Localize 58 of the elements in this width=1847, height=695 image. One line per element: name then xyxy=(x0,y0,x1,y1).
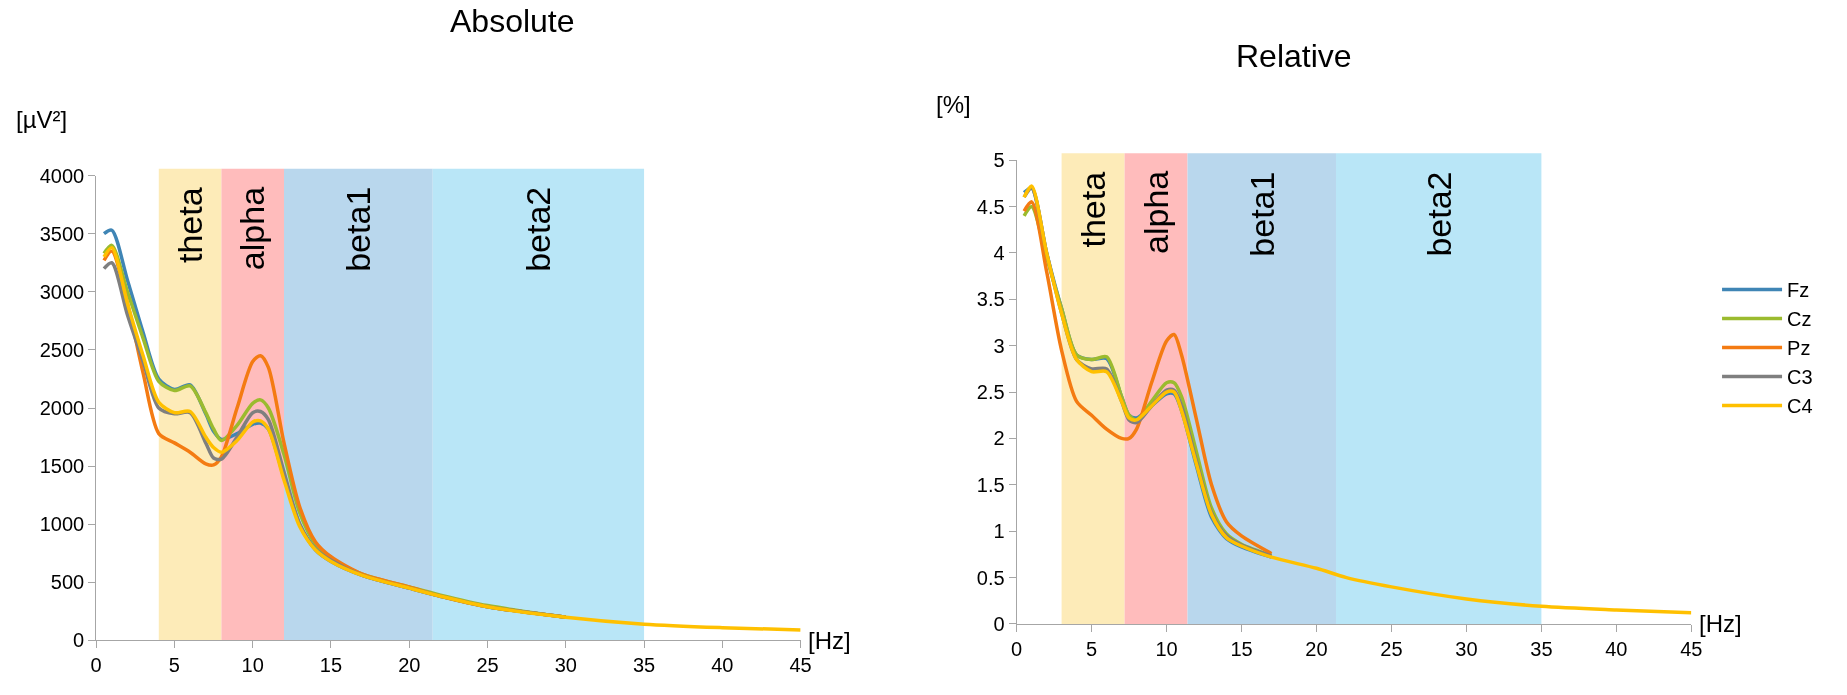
y-tick-label: 3.5 xyxy=(976,288,1005,311)
y-tick-label: 4000 xyxy=(39,164,85,187)
x-axis-title: [Hz] xyxy=(808,627,851,654)
band-label: beta1 xyxy=(338,186,377,272)
y-tick-label: 1 xyxy=(993,520,1005,543)
band-label: theta xyxy=(1073,171,1112,248)
x-tick-label: 10 xyxy=(241,654,264,677)
y-tick-label: 2.5 xyxy=(976,381,1005,404)
band-label: beta2 xyxy=(1419,171,1458,257)
y-tick-label: 3000 xyxy=(39,280,85,303)
x-tick-label: 30 xyxy=(554,654,577,677)
x-tick-label: 15 xyxy=(319,654,343,677)
y-tick-label: 1.5 xyxy=(976,473,1005,496)
x-tick-label: 40 xyxy=(711,654,734,677)
y-tick-label: 2000 xyxy=(39,397,85,420)
legend-label: Pz xyxy=(1787,337,1811,360)
x-tick-label: 45 xyxy=(789,654,812,677)
y-tick-label: 4 xyxy=(993,241,1005,264)
y-tick-label: 1500 xyxy=(39,455,85,478)
x-tick-label: 35 xyxy=(1530,637,1553,660)
band-label: beta1 xyxy=(1242,171,1281,257)
legend-label: C4 xyxy=(1787,395,1813,418)
y-tick-label: 500 xyxy=(50,571,85,594)
x-tick-label: 30 xyxy=(1455,637,1478,660)
y-tick-label: 0.5 xyxy=(976,566,1005,589)
y-tick-label: 1000 xyxy=(39,513,85,536)
band-label: theta xyxy=(171,187,210,264)
x-tick-label: 15 xyxy=(1230,637,1253,660)
band-label: alpha xyxy=(1137,170,1176,254)
y-tick-label: 5 xyxy=(993,149,1005,172)
y-axis-title: [µV²] xyxy=(16,106,68,133)
x-tick-label: 20 xyxy=(398,654,421,677)
x-tick-label: 0 xyxy=(90,654,102,677)
legend-label: Fz xyxy=(1787,279,1810,302)
x-tick-label: 10 xyxy=(1155,637,1178,660)
band-label: alpha xyxy=(233,186,272,271)
y-axis-title: [%] xyxy=(936,91,971,118)
x-tick-label: 5 xyxy=(168,654,180,677)
y-tick-label: 3500 xyxy=(39,222,85,245)
x-axis-title: [Hz] xyxy=(1699,610,1742,637)
y-tick-label: 3 xyxy=(993,334,1005,357)
y-tick-label: 2 xyxy=(993,427,1005,450)
legend-label: Cz xyxy=(1787,308,1812,331)
x-tick-label: 35 xyxy=(632,654,656,677)
x-tick-label: 45 xyxy=(1680,637,1703,660)
legend-label: C3 xyxy=(1787,366,1813,389)
chart-title: Relative xyxy=(1236,38,1352,74)
x-tick-label: 5 xyxy=(1086,637,1098,660)
x-tick-label: 25 xyxy=(476,654,499,677)
y-tick-label: 4.5 xyxy=(976,195,1005,218)
x-tick-label: 40 xyxy=(1605,637,1628,660)
x-tick-label: 20 xyxy=(1305,637,1328,660)
x-tick-label: 0 xyxy=(1011,637,1023,660)
y-tick-label: 0 xyxy=(993,612,1005,635)
y-tick-label: 2500 xyxy=(39,338,85,361)
x-tick-label: 25 xyxy=(1380,637,1403,660)
chart-title: Absolute xyxy=(450,3,575,39)
band-label: beta2 xyxy=(518,186,557,272)
